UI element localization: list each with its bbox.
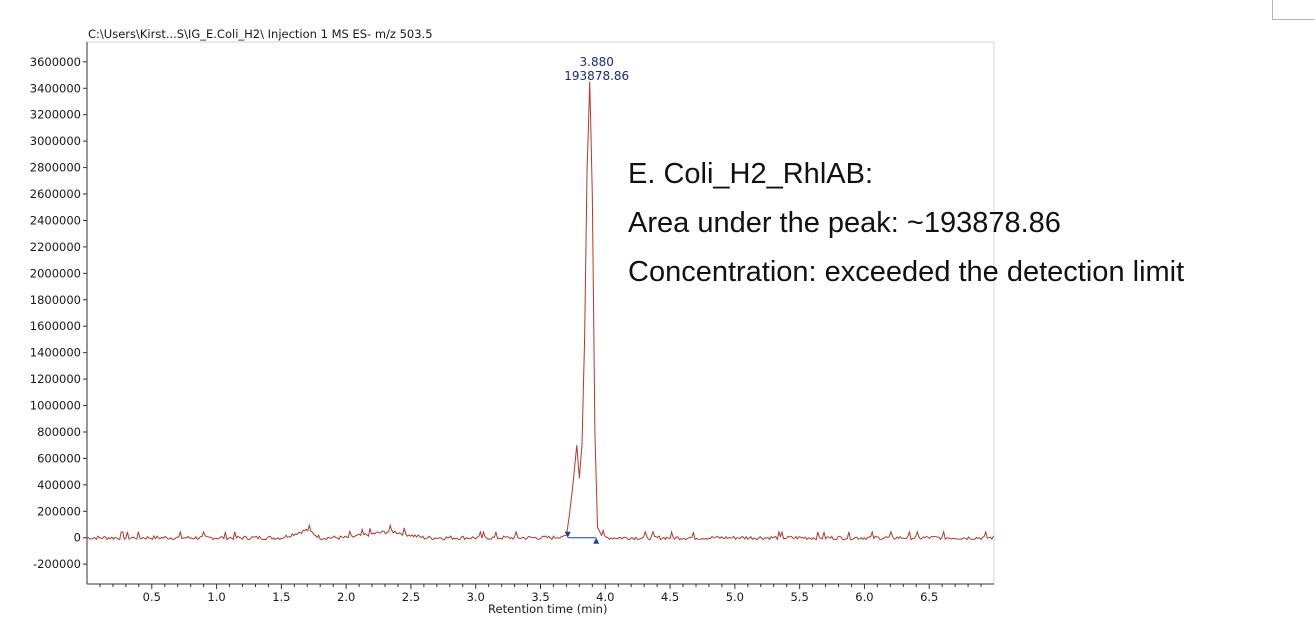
y-tick-label: 1800000 bbox=[30, 293, 81, 307]
x-tick-label: 4.5 bbox=[661, 590, 679, 604]
x-tick-label: 4.0 bbox=[596, 590, 614, 604]
y-tick-label: 2000000 bbox=[30, 266, 81, 280]
x-tick-label: 6.0 bbox=[855, 590, 873, 604]
y-tick-label: 1200000 bbox=[30, 372, 81, 386]
chart-title: C:\Users\Kirst...S\IG_E.Coli_H2\ Injecti… bbox=[88, 27, 433, 41]
y-tick-label: 3200000 bbox=[30, 108, 81, 122]
peak-end-marker bbox=[593, 537, 600, 544]
chromatogram-trace bbox=[86, 81, 994, 541]
x-tick-label: 3.5 bbox=[531, 590, 549, 604]
annotation-concentration: Concentration: exceeded the detection li… bbox=[628, 256, 1185, 288]
x-tick-label: 5.0 bbox=[726, 590, 744, 604]
annotation-sample-name: E. Coli_H2_RhlAB: bbox=[628, 158, 873, 190]
peak-area-label: 193878.86 bbox=[564, 69, 629, 83]
y-tick-label: 3600000 bbox=[30, 55, 81, 69]
y-tick-label: 1400000 bbox=[30, 346, 81, 360]
trace-layer bbox=[86, 81, 994, 544]
x-tick-label: 6.5 bbox=[920, 590, 938, 604]
annotation-peak-area: Area under the peak: ~193878.86 bbox=[628, 207, 1061, 239]
x-tick-label: 1.0 bbox=[207, 590, 225, 604]
y-tick-label: 2600000 bbox=[30, 187, 81, 201]
x-tick-label: 1.5 bbox=[272, 590, 290, 604]
y-tick-label: 800000 bbox=[37, 425, 81, 439]
y-tick-label: 2400000 bbox=[30, 213, 81, 227]
axes: -200000 0 200000 400000 600000 800000 1000000 1… bbox=[30, 41, 995, 616]
y-tick-label: 2200000 bbox=[30, 240, 81, 254]
y-tick-label: 0 bbox=[74, 531, 81, 545]
x-tick-label: 5.5 bbox=[790, 590, 808, 604]
plot-frame bbox=[86, 41, 995, 585]
annotation-text-block: E. Coli_H2_RhlAB: Area under the peak: ~… bbox=[628, 150, 1184, 297]
y-tick-label: 1000000 bbox=[30, 399, 81, 413]
y-tick-label: -200000 bbox=[33, 557, 81, 571]
x-axis-label: Retention time (min) bbox=[488, 602, 607, 616]
y-tick-label: 3400000 bbox=[30, 81, 81, 95]
x-tick-label: 3.0 bbox=[467, 590, 485, 604]
x-tick-label: 2.5 bbox=[402, 590, 420, 604]
peak-start-marker bbox=[564, 531, 571, 538]
peak-time-label: 3.880 bbox=[580, 55, 614, 69]
y-tick-label: 3000000 bbox=[30, 134, 81, 148]
x-tick-label: 0.5 bbox=[143, 590, 161, 604]
y-tick-label: 200000 bbox=[37, 504, 81, 518]
corner-frame bbox=[1272, 0, 1315, 20]
y-tick-label: 600000 bbox=[37, 451, 81, 465]
y-tick-label: 400000 bbox=[37, 478, 81, 492]
x-tick-label: 2.0 bbox=[337, 590, 355, 604]
y-tick-label: 2800000 bbox=[30, 161, 81, 175]
y-tick-label: 1600000 bbox=[30, 319, 81, 333]
